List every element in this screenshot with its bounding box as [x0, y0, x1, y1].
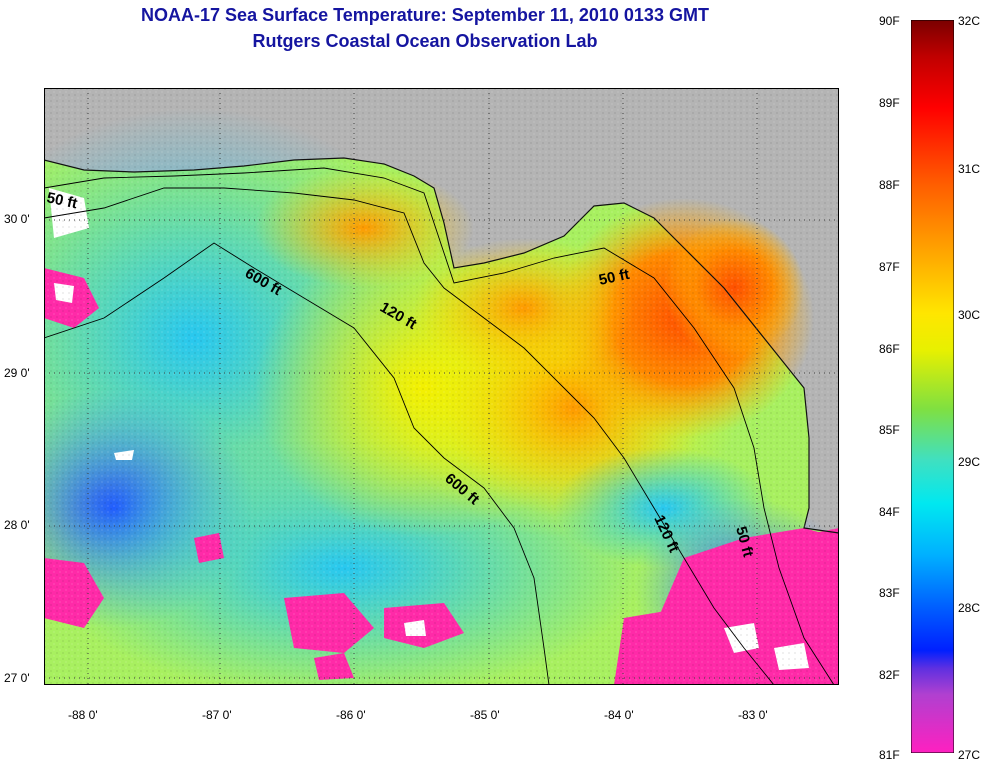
contour-label: 50 ft: [45, 189, 79, 212]
sst-map: 50 ft 600 ft 120 ft 50 ft 600 ft 120 ft …: [44, 88, 839, 685]
colorbar-label-c: 29C: [958, 455, 981, 469]
colorbar-label-f: 82F: [879, 668, 900, 682]
colorbar-label-c: 31C: [958, 162, 981, 176]
colorbar-label-c: 32C: [958, 14, 981, 28]
lon-label: -83 0': [738, 708, 768, 722]
colorbar-label-f: 89F: [879, 96, 900, 110]
contour-600ft: [44, 242, 550, 685]
colorbar-label-f: 87F: [879, 260, 900, 274]
lon-label: -87 0': [202, 708, 232, 722]
lat-label: 28 0': [4, 518, 30, 532]
colorbar-label-f: 90F: [879, 14, 900, 28]
colorbar-label-f: 88F: [879, 178, 900, 192]
lon-label: -88 0': [68, 708, 98, 722]
contour-120ft: [44, 187, 775, 685]
colorbar-label-c: 28C: [958, 601, 981, 615]
lat-label: 27 0': [4, 671, 30, 685]
map-subtitle: Rutgers Coastal Ocean Observation Lab: [252, 31, 598, 51]
colorbar-label-f: 85F: [879, 423, 900, 437]
colorbar-label-c: 27C: [958, 748, 981, 762]
colorbar: [911, 20, 954, 753]
colorbar-label-f: 81F: [879, 748, 900, 762]
lon-label: -84 0': [604, 708, 634, 722]
lat-label: 30 0': [4, 212, 30, 226]
lon-label: -86 0': [336, 708, 366, 722]
map-title: NOAA-17 Sea Surface Temperature: Septemb…: [141, 5, 709, 25]
lon-label: -85 0': [470, 708, 500, 722]
colorbar-label-f: 86F: [879, 342, 900, 356]
contour-50ft: [44, 167, 835, 685]
lat-label: 29 0': [4, 366, 30, 380]
contour-label: 50 ft: [597, 266, 631, 289]
colorbar-label-c: 30C: [958, 308, 981, 322]
colorbar-label-f: 84F: [879, 505, 900, 519]
colorbar-label-f: 83F: [879, 586, 900, 600]
